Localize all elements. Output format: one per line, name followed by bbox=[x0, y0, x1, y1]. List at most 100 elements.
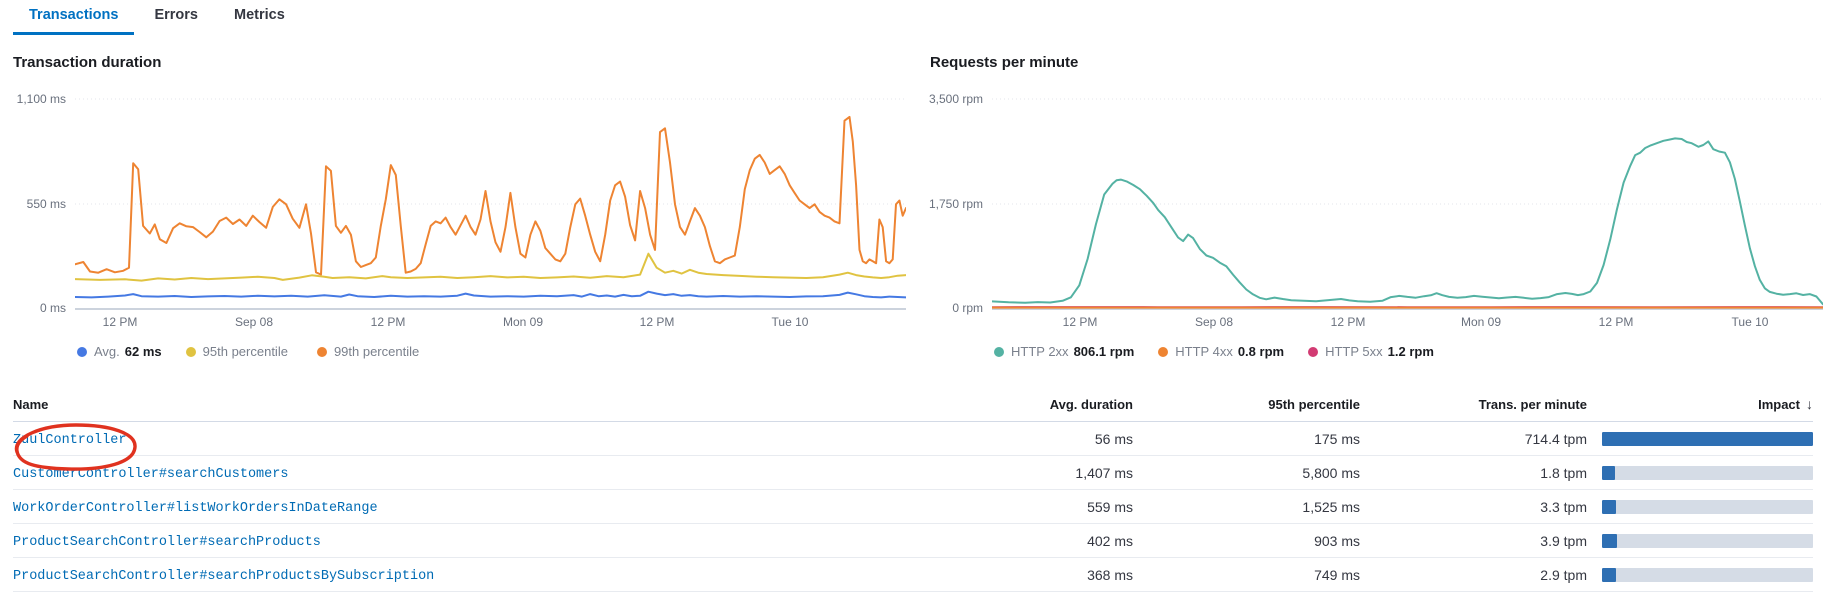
legend-dot-icon bbox=[316, 346, 327, 357]
legend-label: 95th percentile bbox=[202, 344, 288, 359]
tpm-cell: 1.8 tpm bbox=[1540, 464, 1587, 481]
table-row[interactable]: ProductSearchController#searchProducts 40… bbox=[13, 524, 1813, 558]
column-header-trans-per-minute[interactable]: Trans. per minute bbox=[1478, 396, 1587, 412]
tab-transactions[interactable]: Transactions bbox=[13, 0, 135, 35]
legend-dot-icon bbox=[185, 346, 196, 357]
p95-cell: 903 ms bbox=[1314, 532, 1360, 549]
legend-label: HTTP 4xx bbox=[1175, 344, 1233, 359]
legend-label: 99th percentile bbox=[333, 344, 420, 359]
table-row[interactable]: WorkOrderController#listWorkOrdersInDate… bbox=[13, 490, 1813, 524]
impact-bar-fill bbox=[1602, 431, 1813, 446]
column-header-name[interactable]: Name bbox=[13, 396, 49, 412]
y-axis-label: 1,750 rpm bbox=[928, 197, 983, 211]
table-row[interactable]: ZuulController 56 ms 175 ms 714.4 tpm bbox=[13, 422, 1813, 471]
y-axis-label: 1,100 ms bbox=[16, 92, 66, 106]
impact-cell bbox=[1587, 567, 1813, 582]
x-axis-label: 12 PM bbox=[1062, 315, 1098, 329]
avg-duration-cell: 56 ms bbox=[1094, 430, 1133, 447]
tpm-cell: 2.9 tpm bbox=[1540, 566, 1587, 583]
legend-dot-icon bbox=[1308, 346, 1319, 357]
impact-cell bbox=[1587, 533, 1813, 548]
x-axis-label: Sep 08 bbox=[1194, 315, 1234, 329]
requests-per-minute-plot: 3,500 rpm 1,750 rpm 0 rpm 12 PM Sep 08 12 PM M… bbox=[929, 92, 1823, 359]
x-axis-label: Mon 09 bbox=[502, 315, 544, 329]
legend-label: HTTP 5xx bbox=[1325, 344, 1383, 359]
series-line-avg- bbox=[75, 290, 906, 299]
tpm-cell: 3.9 tpm bbox=[1540, 532, 1587, 549]
transaction-name-cell: ProductSearchController#searchProductsBy… bbox=[13, 566, 906, 584]
legend-dot-icon bbox=[994, 346, 1004, 357]
table-header: Name Avg. duration 95th percentile Trans… bbox=[13, 392, 1813, 422]
x-axis-labels: 12 PM Sep 08 12 PM Mon 09 12 PM Tue 10 bbox=[75, 310, 906, 332]
transaction-name-cell: CustomerController#searchCustomers bbox=[13, 464, 906, 482]
transactions-table: Name Avg. duration 95th percentile Trans… bbox=[13, 392, 1813, 592]
impact-bar-track bbox=[1602, 533, 1813, 548]
column-header-95th-percentile[interactable]: 95th percentile bbox=[1268, 396, 1360, 412]
chart-legend: Avg. 62 ms 95th percentile 99th percentile bbox=[77, 344, 906, 359]
charts-row: Transaction duration 1,100 ms 550 ms 0 ms 1… bbox=[0, 35, 1836, 359]
legend-value: 62 ms bbox=[124, 344, 162, 359]
y-axis-label: 0 ms bbox=[39, 301, 66, 315]
x-axis-label: 12 PM bbox=[639, 315, 675, 329]
impact-cell bbox=[1587, 431, 1813, 446]
impact-cell bbox=[1587, 465, 1813, 480]
y-axis-label: 0 rpm bbox=[952, 301, 983, 315]
transaction-name-cell: ZuulController bbox=[13, 422, 906, 471]
impact-bar-fill bbox=[1602, 465, 1615, 480]
transaction-duration-plot: 1,100 ms 550 ms 0 ms 12 PM Sep 08 12 PM Mon 09… bbox=[13, 92, 906, 359]
table-row[interactable]: CustomerController#searchCustomers 1,407 … bbox=[13, 456, 1813, 490]
sort-descending-icon: ↓ bbox=[1806, 396, 1813, 412]
transaction-name-link[interactable]: WorkOrderController#listWorkOrdersInDate… bbox=[13, 500, 378, 516]
x-axis-label: 12 PM bbox=[370, 315, 406, 329]
column-header-impact[interactable]: Impact ↓ bbox=[1587, 396, 1813, 412]
series-line-95th-percentile bbox=[75, 252, 906, 282]
requests-per-minute-title: Requests per minute bbox=[930, 54, 1079, 71]
chart-plot-area[interactable]: 3,500 rpm 1,750 rpm 0 rpm bbox=[929, 92, 1823, 315]
transaction-name-link[interactable]: CustomerController#searchCustomers bbox=[13, 466, 289, 482]
chart-canvas[interactable] bbox=[75, 98, 906, 310]
x-axis-label: Tue 10 bbox=[1731, 315, 1769, 329]
p95-cell: 5,800 ms bbox=[1302, 464, 1360, 481]
legend-label: HTTP 2xx bbox=[1011, 344, 1069, 359]
column-header-avg-duration[interactable]: Avg. duration bbox=[1049, 396, 1133, 412]
transaction-name-link[interactable]: ZuulController bbox=[13, 432, 127, 448]
tab-metrics[interactable]: Metrics bbox=[218, 0, 301, 35]
impact-bar-track bbox=[1602, 567, 1813, 582]
impact-cell bbox=[1587, 499, 1813, 514]
impact-bar-track bbox=[1602, 499, 1813, 514]
avg-duration-cell: 559 ms bbox=[1087, 498, 1133, 515]
x-axis-labels: 12 PM Sep 08 12 PM Mon 09 12 PM Tue 10 bbox=[992, 310, 1823, 332]
p95-cell: 749 ms bbox=[1314, 566, 1360, 583]
avg-duration-cell: 1,407 ms bbox=[1075, 464, 1133, 481]
x-axis-label: 12 PM bbox=[1598, 315, 1634, 329]
transaction-duration-title: Transaction duration bbox=[13, 54, 162, 71]
y-axis-label: 550 ms bbox=[26, 197, 66, 211]
legend-item-avg-[interactable]: Avg. 62 ms bbox=[77, 344, 162, 359]
impact-bar-track bbox=[1602, 431, 1813, 446]
series-line-http-2xx bbox=[992, 137, 1823, 306]
tpm-cell: 714.4 tpm bbox=[1524, 430, 1587, 447]
impact-header-label: Impact bbox=[1758, 396, 1800, 412]
legend-item-http-4xx[interactable]: HTTP 4xx 0.8 rpm bbox=[1158, 344, 1284, 359]
avg-duration-cell: 368 ms bbox=[1087, 566, 1133, 583]
impact-bar-track bbox=[1602, 465, 1813, 480]
transaction-name-cell: WorkOrderController#listWorkOrdersInDate… bbox=[13, 498, 906, 516]
chart-plot-area[interactable]: 1,100 ms 550 ms 0 ms bbox=[17, 92, 906, 315]
tab-errors[interactable]: Errors bbox=[138, 0, 214, 35]
legend-value: 1.2 rpm bbox=[1387, 344, 1434, 359]
x-axis-label: Sep 08 bbox=[234, 315, 274, 329]
requests-per-minute-chart: Requests per minute 3,500 rpm 1,750 rpm 0 … bbox=[929, 53, 1823, 359]
legend-item-http-5xx[interactable]: HTTP 5xx 1.2 rpm bbox=[1308, 344, 1434, 359]
legend-dot-icon bbox=[77, 346, 87, 357]
legend-label: Avg. bbox=[94, 344, 120, 359]
legend-item-99th-percentile[interactable]: 99th percentile bbox=[316, 344, 424, 359]
legend-item-95th-percentile[interactable]: 95th percentile bbox=[185, 344, 293, 359]
transaction-name-link[interactable]: ProductSearchController#searchProducts bbox=[13, 534, 321, 550]
avg-duration-cell: 402 ms bbox=[1087, 532, 1133, 549]
transaction-name-cell: ProductSearchController#searchProducts bbox=[13, 532, 906, 550]
chart-canvas[interactable] bbox=[992, 98, 1823, 310]
transaction-name-link[interactable]: ProductSearchController#searchProductsBy… bbox=[13, 568, 435, 584]
table-row[interactable]: ProductSearchController#searchProductsBy… bbox=[13, 558, 1813, 592]
legend-item-http-2xx[interactable]: HTTP 2xx 806.1 rpm bbox=[994, 344, 1134, 359]
x-axis-label: 12 PM bbox=[1330, 315, 1366, 329]
